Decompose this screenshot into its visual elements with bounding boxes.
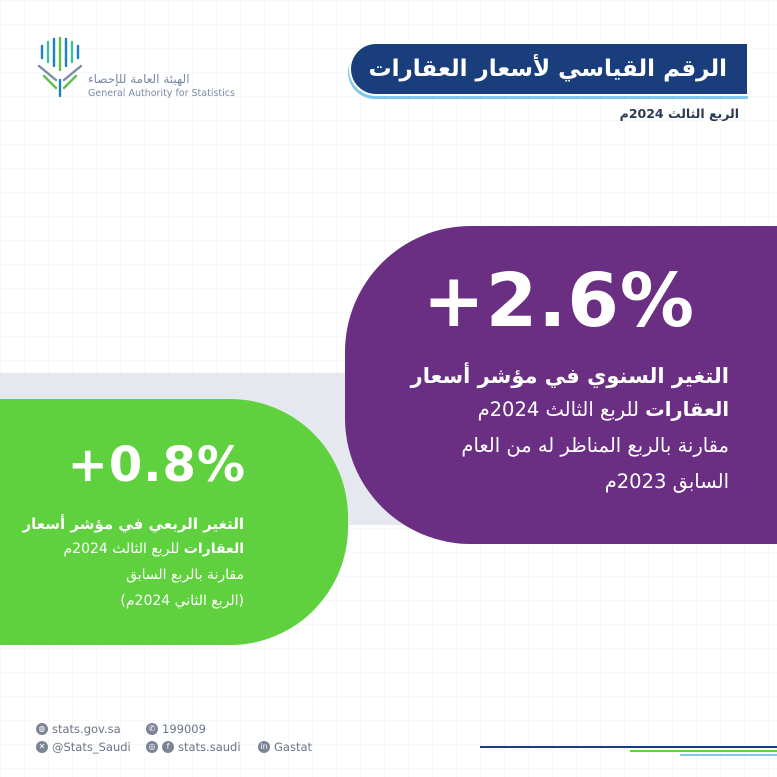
quarterly-card-line2-bold: العقارات [183, 541, 244, 557]
decorative-lines [480, 746, 777, 756]
linkedin-handle[interactable]: Gastat [274, 740, 313, 754]
quarterly-card-line3: مقارنة بالربع السابق [126, 567, 244, 583]
page-title: الرقم القياسي لأسعار العقارات [368, 56, 727, 82]
gastat-emblem-icon [37, 36, 82, 98]
quarterly-card-line4: (الربع الثاني 2024م) [120, 593, 244, 609]
phone-number[interactable]: 199009 [162, 722, 206, 736]
footer-linkedin[interactable]: in Gastat [258, 740, 312, 754]
annual-card-line4: السابق 2023م [604, 470, 729, 493]
logo-english-text: General Authority for Statistics [88, 88, 235, 99]
annual-change-value: +2.6% [422, 258, 695, 344]
annual-card-line1: التغير السنوي في مؤشر أسعار [410, 364, 729, 388]
logo-arabic-text: الهيئة العامة للإحصاء [88, 72, 190, 86]
annual-card-line2: العقارات للربع الثالث 2024م [478, 398, 729, 421]
annual-card-line2-rest: للربع الثالث 2024م [477, 398, 639, 421]
globe-icon: ◍ [36, 723, 48, 735]
annual-card-line2-bold: العقارات [645, 398, 729, 421]
annual-card-line3: مقارنة بالربع المناظر له من العام [461, 434, 729, 457]
gastat-logo: الهيئة العامة للإحصاء General Authority … [36, 36, 235, 100]
x-icon: ✕ [36, 741, 48, 753]
footer-website[interactable]: ◍ stats.gov.sa [36, 722, 121, 736]
annual-change-card: +2.6% التغير السنوي في مؤشر أسعار العقار… [345, 226, 777, 544]
footer-social[interactable]: ◎ f stats.saudi [146, 740, 241, 754]
social-handle[interactable]: stats.saudi [178, 740, 241, 754]
quarterly-card-line2-rest: للربع الثالث 2024م [63, 541, 180, 557]
quarterly-card-line1: التغير الربعي في مؤشر أسعار [22, 515, 244, 533]
footer-phone[interactable]: ✆ 199009 [146, 722, 206, 736]
facebook-icon: f [162, 741, 174, 753]
title-banner: الرقم القياسي لأسعار العقارات [351, 44, 747, 94]
period-subtitle: الربع الثالث 2024م [619, 106, 739, 121]
instagram-icon: ◎ [146, 741, 158, 753]
x-handle[interactable]: @Stats_Saudi [52, 740, 131, 754]
website-link[interactable]: stats.gov.sa [52, 722, 121, 736]
quarterly-change-card: +0.8% التغير الربعي في مؤشر أسعار العقار… [0, 399, 348, 645]
linkedin-icon: in [258, 741, 270, 753]
footer-x[interactable]: ✕ @Stats_Saudi [36, 740, 131, 754]
quarterly-change-value: +0.8% [67, 437, 246, 493]
quarterly-card-line2: العقارات للربع الثالث 2024م [63, 541, 244, 557]
phone-icon: ✆ [146, 723, 158, 735]
